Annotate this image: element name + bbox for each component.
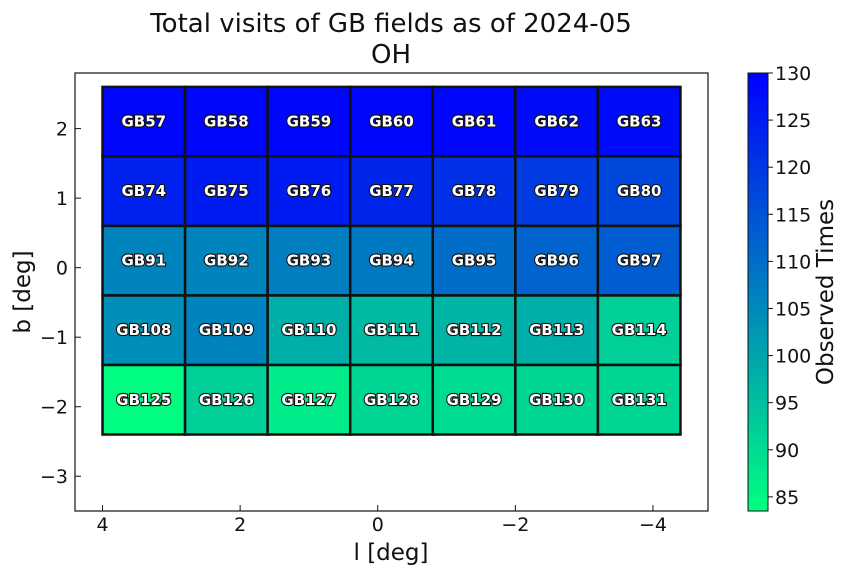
colorbar-ticks: 85 90 95 100 105 110 115 120 125 130 [768,63,811,509]
heatmap-cell [183,224,269,297]
heatmap-cell [596,155,682,228]
cell-label: GB129 [447,391,502,409]
cell-label: GB77 [369,182,414,200]
heatmap-cell [266,155,352,228]
plot-frame [74,72,709,512]
heatmap-cells [101,85,682,436]
chart-subtitle: OH [371,40,411,70]
heatmap-cell [101,363,187,436]
cell-label: GB74 [121,182,166,200]
cell-label: GB94 [369,252,414,270]
heatmap-cell [514,294,600,367]
x-tick-label: −2 [501,514,529,536]
cell-label: GB97 [617,252,662,270]
cell-label: GB60 [369,113,414,131]
heatmap-cell [101,155,187,228]
cell-label: GB91 [121,252,166,270]
cell-label: GB61 [452,113,497,131]
cell-label: GB125 [116,391,171,409]
cell-label: GB96 [534,252,579,270]
cell-label: GB76 [287,182,332,200]
cell-label: GB79 [534,182,579,200]
colorbar-tick-label: 110 [775,251,811,273]
heatmap-cell [596,363,682,436]
x-axis-ticks: 4 2 0 −2 −4 [96,505,667,536]
cell-label: GB75 [204,182,249,200]
cell-label: GB130 [529,391,584,409]
heatmap-cell [514,224,600,297]
cell-label: GB92 [204,252,249,270]
colorbar [747,72,769,512]
heatmap-cell [101,294,187,367]
cell-label: GB59 [287,113,332,131]
cell-label: GB63 [617,113,662,131]
cell-label: GB128 [364,391,419,409]
colorbar-tick-label: 95 [775,393,799,415]
x-tick-label: 4 [96,514,108,536]
heatmap-cell-labels: GB57 GB58 GB59 GB60 GB61 GB62 GB63 GB74 GB75 GB76… [115,112,668,410]
cell-label: GB62 [534,113,579,131]
heatmap-cell [266,363,352,436]
cell-label: GB57 [121,113,166,131]
y-tick-label: 1 [56,188,68,210]
x-tick-label: 0 [372,514,384,536]
y-tick-label: −1 [40,327,68,349]
heatmap-cell [266,224,352,297]
colorbar-tick-label: 100 [775,346,811,368]
cell-label: GB112 [447,321,502,339]
colorbar-tick-label: 115 [775,204,811,226]
cell-label: GB110 [281,321,336,339]
colorbar-label: Observed Times [813,199,839,385]
cell-label: GB80 [617,182,662,200]
cell-label: GB114 [612,321,667,339]
heatmap-cell [514,363,600,436]
colorbar-tick-label: 105 [775,298,811,320]
y-tick-label: 0 [56,258,68,280]
heatmap-cell [431,155,517,228]
cell-label: GB108 [116,321,171,339]
cell-label: GB93 [287,252,332,270]
heatmap-cell [183,294,269,367]
heatmap-cell [431,224,517,297]
heatmap-cell [514,85,600,158]
cell-label: GB58 [204,113,249,131]
chart-title: Total visits of GB fields as of 2024-05 [149,9,632,39]
x-axis-label: l [deg] [354,540,429,566]
y-tick-label: −2 [40,397,68,419]
y-axis-ticks: 2 1 0 −1 −2 −3 [40,119,81,488]
cell-label: GB111 [364,321,419,339]
colorbar-tick-label: 130 [775,63,811,85]
x-tick-label: −4 [639,514,667,536]
colorbar-tick-label: 125 [775,110,811,132]
cell-label: GB126 [199,391,254,409]
colorbar-tick-label: 90 [775,440,799,462]
cell-label: GB113 [529,321,584,339]
heatmap-cell [101,85,187,158]
y-axis-label: b [deg] [10,250,36,333]
cell-label: GB109 [199,321,254,339]
cell-label: GB78 [452,182,497,200]
colorbar-tick-label: 85 [775,487,799,509]
y-tick-label: −3 [40,466,68,488]
colorbar-tick-label: 120 [775,157,811,179]
y-tick-label: 2 [56,119,68,141]
heatmap-cell [596,224,682,297]
cell-label: GB127 [281,391,336,409]
cell-label: GB95 [452,252,497,270]
x-tick-label: 2 [234,514,246,536]
cell-label: GB131 [612,391,667,409]
